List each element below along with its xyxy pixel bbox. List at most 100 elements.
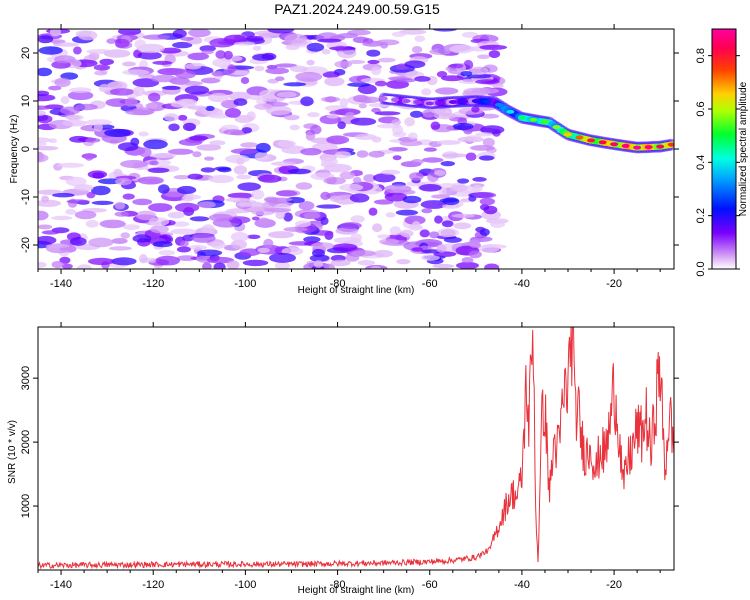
spectrogram-noise-blob [410,110,423,118]
spectrogram-noise-blob [337,121,346,130]
spectrogram-noise-blob [326,114,339,119]
spectrogram-noise-blob [134,39,146,50]
spectrogram-noise-blob [340,222,362,230]
spectrogram-xtick-label: -40 [514,278,530,290]
spectrogram-noise-blob [350,233,363,242]
spectrogram-noise-blob [226,260,240,269]
spectrogram-noise-blob [263,238,274,249]
spectrogram-noise-blob [181,196,194,202]
spectrogram-noise-blob [350,215,365,223]
snr-xtick-label: -80 [330,579,346,591]
spectrogram-noise-blob [404,117,415,127]
spectrogram-noise-blob [137,176,164,185]
spectrogram-noise-blob [349,193,370,203]
spectrogram-noise-blob [429,48,452,55]
spectrogram-ridge-peak [541,119,549,124]
spectrogram-noise-blob [122,69,150,76]
spectrogram-noise-blob [172,41,193,49]
spectrogram-noise-blob [223,50,233,60]
spectrogram-noise-blob [475,79,500,85]
spectrogram-ridge-peak [667,142,674,147]
spectrogram-noise-blob [472,184,483,193]
spectrogram-ridge-peak [517,115,526,120]
spectrogram-noise-blob [251,216,260,221]
colorbar-tick-label: 0.6 [695,101,707,116]
spectrogram-noise-blob [306,59,315,66]
spectrogram-noise-blob [254,103,274,110]
spectrogram-noise-blob [213,262,226,269]
spectrogram-noise-blob [145,102,159,109]
spectrogram-noise-blob [180,240,189,247]
spectrogram-noise-blob [270,161,297,167]
snr-ylabel: SNR (10 * v/v) [7,420,18,484]
spectrogram-noise-blob [230,239,248,250]
spectrogram-noise-blob [104,128,131,137]
spectrogram-noise-blob [199,45,216,52]
spectrogram-noise-blob [298,201,315,211]
spectrogram-noise-blob [167,211,185,219]
spectrogram-noise-blob [69,237,87,246]
spectrogram-noise-blob [137,51,162,60]
spectrogram-noise-blob [434,215,443,224]
spectrogram-noise-blob [452,122,474,131]
spectrogram-noise-blob [334,151,351,159]
spectrogram-noise-blob [93,64,111,71]
spectrogram-ridge-peak [644,145,653,150]
spectrogram-ytick-label: 20 [20,47,32,59]
spectrogram-noise-blob [85,119,112,126]
spectrogram-ytick-label: -10 [20,189,32,205]
spectrogram-noise-blob [41,230,60,235]
spectrogram-noise-blob [337,199,351,205]
spectrogram-noise-blob [120,159,148,169]
spectrogram-noise-blob [246,234,261,239]
spectrogram-noise-blob [276,91,297,98]
spectrogram-noise-blob [38,114,53,124]
spectrogram-noise-blob [60,106,80,115]
spectrogram-noise-blob [380,169,401,175]
spectrogram-noise-blob [289,65,308,73]
spectrogram-noise-blob [480,204,490,211]
spectrogram-noise-blob [423,147,437,152]
spectrogram-noise-blob [139,254,148,264]
spectrogram-noise-blob [466,74,492,79]
spectrogram-noise-blob [400,229,414,238]
spectrogram-noise-blob [264,196,279,203]
spectrogram-noise-blob [252,53,275,61]
spectrogram-noise-blob [378,57,396,63]
spectrogram-noise-blob [41,195,49,203]
spectrogram-noise-blob [421,254,440,261]
spectrogram-noise-blob [176,80,203,86]
spectrogram-noise-blob [122,61,136,67]
spectrogram-noise-blob [38,35,54,44]
spectrogram-noise-blob [175,70,196,79]
spectrogram-noise-blob [204,156,215,161]
spectrogram-noise-blob [209,38,235,48]
spectrogram-noise-blob [366,49,381,57]
spectrogram-noise-blob [414,35,426,42]
spectrogram-noise-blob [391,31,406,37]
spectrogram-noise-blob [324,77,345,87]
spectrogram-noise-blob [98,83,111,93]
spectrogram-noise-blob [54,55,76,64]
spectrogram-noise-blob [85,220,99,228]
spectrogram-noise [38,29,509,269]
spectrogram-noise-blob [99,58,114,66]
spectrogram-noise-blob [239,248,261,256]
spectrogram-noise-blob [339,183,364,192]
spectrogram-noise-blob [254,151,270,161]
spectrogram-noise-blob [281,145,306,154]
spectrogram-noise-blob [170,228,197,235]
spectrogram-noise-blob [132,78,160,88]
spectrogram-ridge-peak [391,97,400,102]
spectrogram-noise-blob [135,210,157,221]
spectrogram-noise-blob [233,98,248,106]
spectrogram-noise-blob [410,159,424,165]
spectrogram-noise-blob [86,191,96,199]
spectrogram-noise-blob [303,236,321,243]
spectrogram-noise-blob [275,63,298,68]
spectrogram-noise-blob [225,197,250,203]
spectrogram-noise-blob [61,263,73,269]
spectrogram-noise-blob [456,261,479,269]
spectrogram-noise-blob [107,81,123,89]
spectrogram-noise-blob [345,112,355,118]
